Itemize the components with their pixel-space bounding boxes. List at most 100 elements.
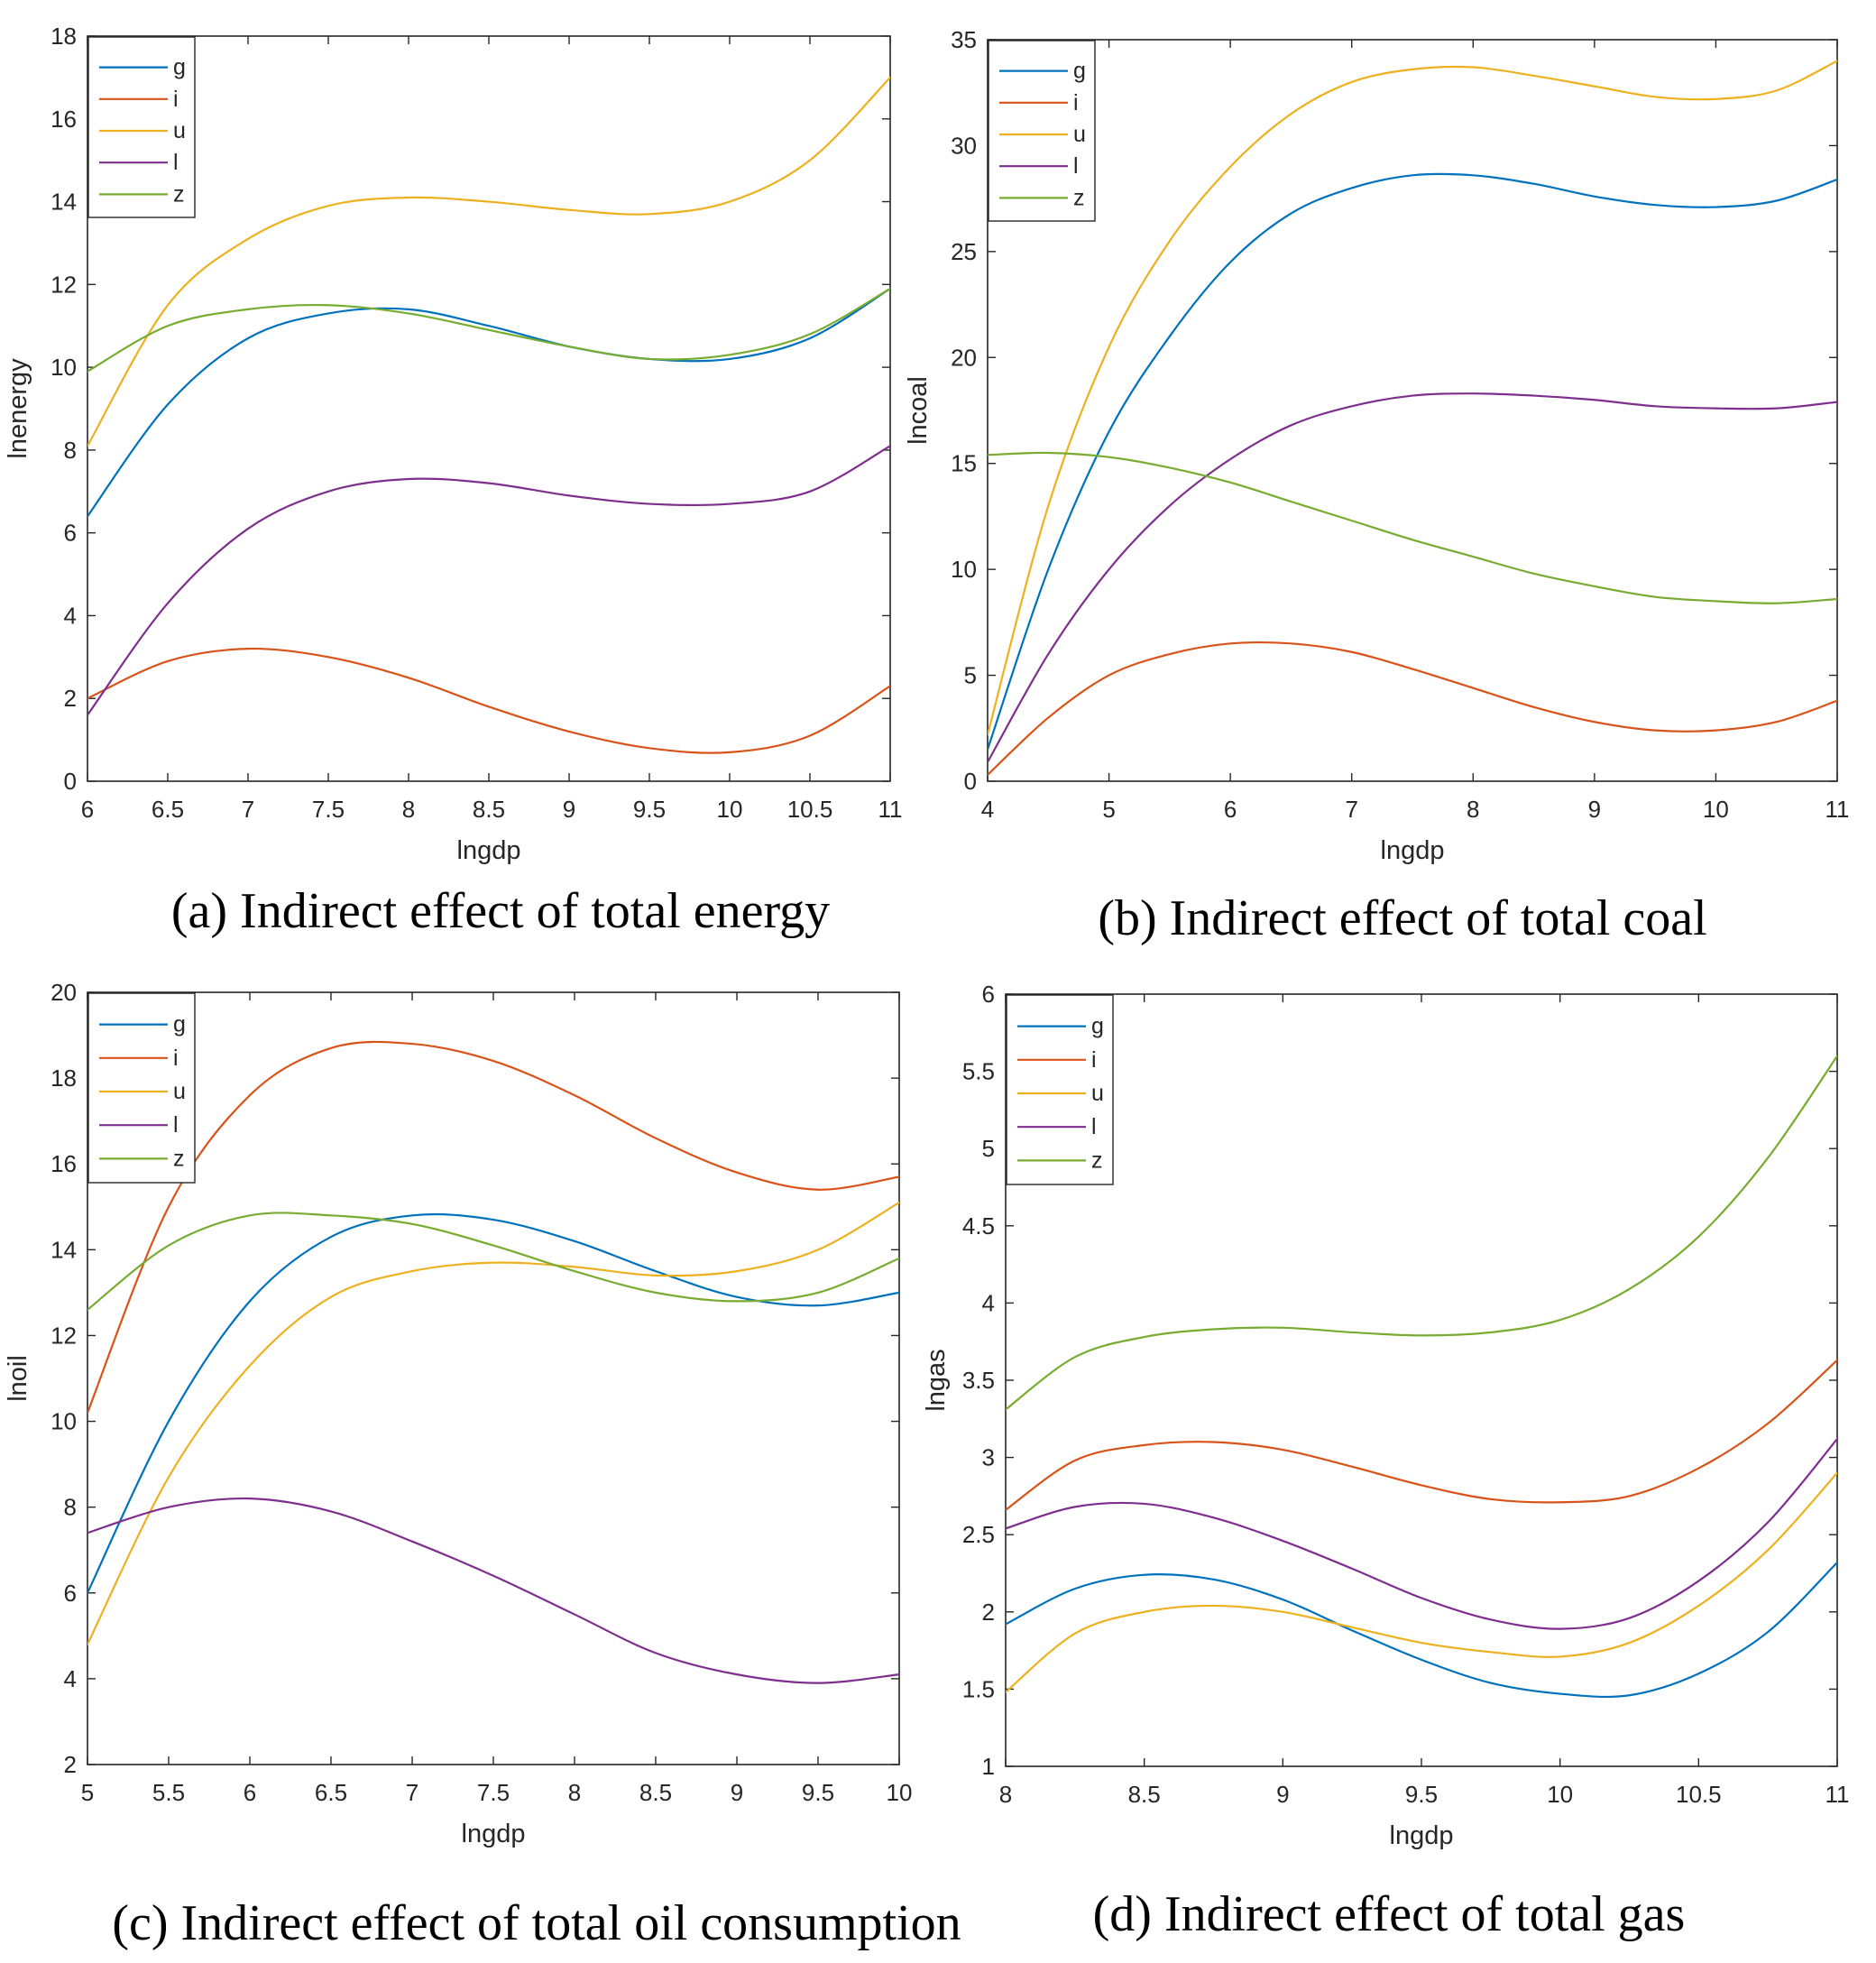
- x-tick-label-b-5: 9: [1588, 796, 1601, 823]
- legend-label-d-z: z: [1091, 1147, 1103, 1173]
- x-tick-label-d-0: 8: [999, 1781, 1012, 1808]
- x-tick-label-a-2: 7: [242, 796, 254, 823]
- y-tick-label-b-5: 25: [951, 238, 977, 265]
- legend-label-d-i: i: [1091, 1047, 1097, 1073]
- y-tick-label-c-8: 18: [51, 1064, 77, 1092]
- y-tick-label-b-7: 35: [951, 26, 977, 53]
- series-line-d-z: [1006, 1055, 1837, 1411]
- series-line-b-z: [988, 451, 1837, 604]
- legend-label-c-u: u: [173, 1079, 186, 1104]
- y-tick-label-a-0: 0: [64, 768, 77, 795]
- legend-label-a-l: l: [173, 150, 179, 175]
- legend-label-b-z: z: [1073, 185, 1085, 210]
- y-tick-label-d-9: 5.5: [962, 1058, 995, 1085]
- y-tick-label-d-3: 2.5: [962, 1521, 995, 1548]
- x-tick-label-a-7: 9.5: [633, 796, 666, 823]
- y-tick-label-d-5: 3.5: [962, 1367, 995, 1394]
- axes-box-d: [1005, 993, 1838, 1767]
- x-tick-label-a-9: 10.5: [787, 796, 833, 823]
- y-tick-label-d-8: 5: [982, 1135, 995, 1162]
- series-line-b-u: [988, 60, 1837, 736]
- y-tick-label-c-0: 2: [64, 1751, 77, 1778]
- y-tick-label-a-1: 2: [64, 685, 77, 712]
- legend-label-b-l: l: [1073, 153, 1079, 179]
- y-tick-label-c-5: 12: [51, 1322, 77, 1349]
- series-line-d-u: [1006, 1471, 1837, 1693]
- y-tick-label-d-6: 4: [982, 1289, 995, 1316]
- x-tick-label-a-8: 10: [717, 796, 743, 823]
- x-tick-label-a-0: 6: [81, 796, 94, 823]
- y-axis-label-a: lnenergy: [4, 358, 32, 459]
- chart-panel-c: 5 5.5 6 6.5 7 7.5 8 8.5 9 9.5 10 2 4 6 8 10 12 14 16 18 20 ln…: [4, 979, 913, 1848]
- x-tick-label-d-6: 11: [1825, 1781, 1850, 1808]
- y-tick-label-c-7: 16: [51, 1150, 77, 1177]
- x-tick-label-c-10: 10: [887, 1779, 913, 1806]
- chart-panel-a: 6 6.5 7 7.5 8 8.5 9 9.5 10 10.5 11 0 2 4 6 8 10 12 14 16 18 l…: [4, 23, 903, 865]
- legend-label-c-g: g: [173, 1012, 186, 1037]
- y-tick-label-b-0: 0: [964, 768, 977, 795]
- series-line-a-l: [87, 445, 890, 716]
- series-line-d-l: [1006, 1437, 1837, 1630]
- legend-label-d-l: l: [1091, 1114, 1097, 1139]
- x-tick-label-c-3: 6.5: [315, 1779, 347, 1806]
- legend-label-a-g: g: [173, 55, 186, 80]
- x-tick-label-a-1: 6.5: [152, 796, 184, 823]
- x-tick-label-c-2: 6: [244, 1779, 256, 1806]
- y-tick-label-a-4: 8: [64, 437, 77, 464]
- legend-label-c-z: z: [173, 1146, 185, 1171]
- x-tick-label-c-4: 7: [406, 1779, 418, 1806]
- series-line-c-u: [87, 1201, 899, 1645]
- series-line-c-l: [87, 1497, 899, 1684]
- y-tick-label-d-1: 1.5: [962, 1675, 995, 1702]
- x-tick-label-a-4: 8: [402, 796, 415, 823]
- x-axis-label-b: lngdp: [1381, 836, 1445, 865]
- x-tick-label-d-3: 9.5: [1405, 1781, 1438, 1808]
- y-tick-label-d-7: 4.5: [962, 1212, 995, 1240]
- legend-label-c-l: l: [173, 1112, 179, 1138]
- series-line-d-i: [1006, 1359, 1837, 1511]
- y-axis-label-c: lnoil: [4, 1355, 32, 1402]
- series-line-b-i: [988, 641, 1837, 777]
- x-tick-label-a-6: 9: [563, 796, 575, 823]
- y-tick-label-c-1: 4: [64, 1665, 77, 1692]
- y-tick-label-c-9: 20: [51, 979, 77, 1006]
- y-tick-label-d-10: 6: [982, 981, 995, 1008]
- x-tick-label-d-1: 8.5: [1128, 1781, 1161, 1808]
- y-tick-label-c-6: 14: [51, 1236, 77, 1263]
- y-tick-label-a-9: 18: [51, 23, 77, 50]
- legend-label-a-u: u: [173, 118, 186, 143]
- series-line-c-g: [87, 1212, 899, 1594]
- series-line-a-g: [87, 287, 890, 518]
- legend-label-b-i: i: [1073, 90, 1079, 115]
- y-tick-label-c-4: 10: [51, 1408, 77, 1435]
- series-line-b-l: [988, 392, 1837, 763]
- x-tick-label-c-8: 9: [731, 1779, 743, 1806]
- legend-label-d-u: u: [1091, 1081, 1104, 1106]
- x-tick-label-b-6: 10: [1703, 796, 1729, 823]
- x-tick-label-c-1: 5.5: [152, 1779, 185, 1806]
- legend-label-c-i: i: [173, 1046, 179, 1071]
- y-tick-label-b-3: 15: [951, 450, 977, 477]
- y-axis-label-d: lngas: [922, 1349, 951, 1411]
- x-tick-label-b-4: 8: [1467, 796, 1479, 823]
- x-tick-label-c-9: 9.5: [802, 1779, 834, 1806]
- y-tick-label-a-3: 6: [64, 520, 77, 547]
- axes-box-a: [87, 35, 891, 782]
- series-line-a-i: [87, 647, 890, 754]
- x-tick-label-a-5: 8.5: [473, 796, 505, 823]
- caption-a: (a) Indirect effect of total energy: [170, 883, 831, 939]
- y-tick-label-b-1: 5: [964, 662, 977, 689]
- y-tick-label-a-6: 12: [51, 271, 77, 298]
- legend-label-a-i: i: [173, 87, 179, 112]
- x-axis-label-c: lngdp: [462, 1820, 526, 1848]
- chart-panel-d: 8 8.5 9 9.5 10 10.5 1111.522.533.544.555.56lng…: [922, 981, 1850, 1850]
- series-line-d-g: [1006, 1561, 1837, 1699]
- x-tick-label-b-1: 5: [1102, 796, 1115, 823]
- series-line-c-z: [87, 1212, 899, 1312]
- legend-label-b-g: g: [1073, 59, 1086, 84]
- x-tick-label-a-3: 7.5: [312, 796, 345, 823]
- y-tick-label-a-5: 10: [51, 354, 77, 381]
- caption-b: (b) Indirect effect of total coal: [1098, 890, 1707, 946]
